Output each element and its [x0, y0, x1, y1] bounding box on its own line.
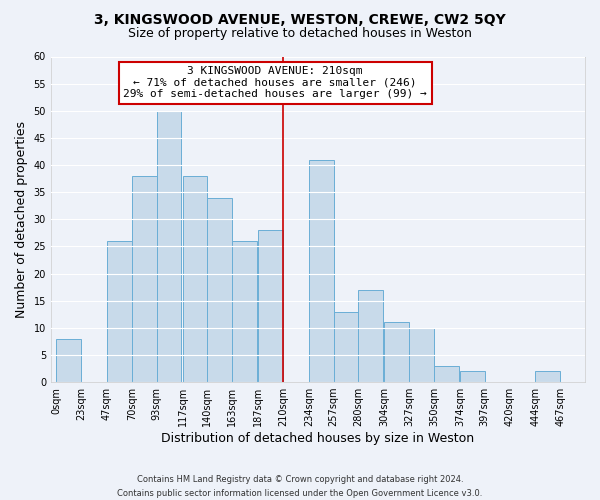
Bar	[334, 312, 358, 382]
Bar	[132, 176, 157, 382]
X-axis label: Distribution of detached houses by size in Weston: Distribution of detached houses by size …	[161, 432, 475, 445]
Bar	[460, 371, 485, 382]
Bar	[409, 328, 434, 382]
Text: 3, KINGSWOOD AVENUE, WESTON, CREWE, CW2 5QY: 3, KINGSWOOD AVENUE, WESTON, CREWE, CW2 …	[94, 12, 506, 26]
Text: Contains HM Land Registry data © Crown copyright and database right 2024.
Contai: Contains HM Land Registry data © Crown c…	[118, 476, 482, 498]
Bar	[535, 371, 560, 382]
Text: Size of property relative to detached houses in Weston: Size of property relative to detached ho…	[128, 28, 472, 40]
Bar	[232, 241, 257, 382]
Bar	[258, 230, 283, 382]
Text: 3 KINGSWOOD AVENUE: 210sqm
← 71% of detached houses are smaller (246)
29% of sem: 3 KINGSWOOD AVENUE: 210sqm ← 71% of deta…	[124, 66, 427, 100]
Bar	[56, 338, 81, 382]
Y-axis label: Number of detached properties: Number of detached properties	[15, 121, 28, 318]
Bar	[434, 366, 459, 382]
Bar	[208, 198, 232, 382]
Bar	[182, 176, 208, 382]
Bar	[309, 160, 334, 382]
Bar	[107, 241, 132, 382]
Bar	[358, 290, 383, 382]
Bar	[157, 111, 181, 382]
Bar	[385, 322, 409, 382]
